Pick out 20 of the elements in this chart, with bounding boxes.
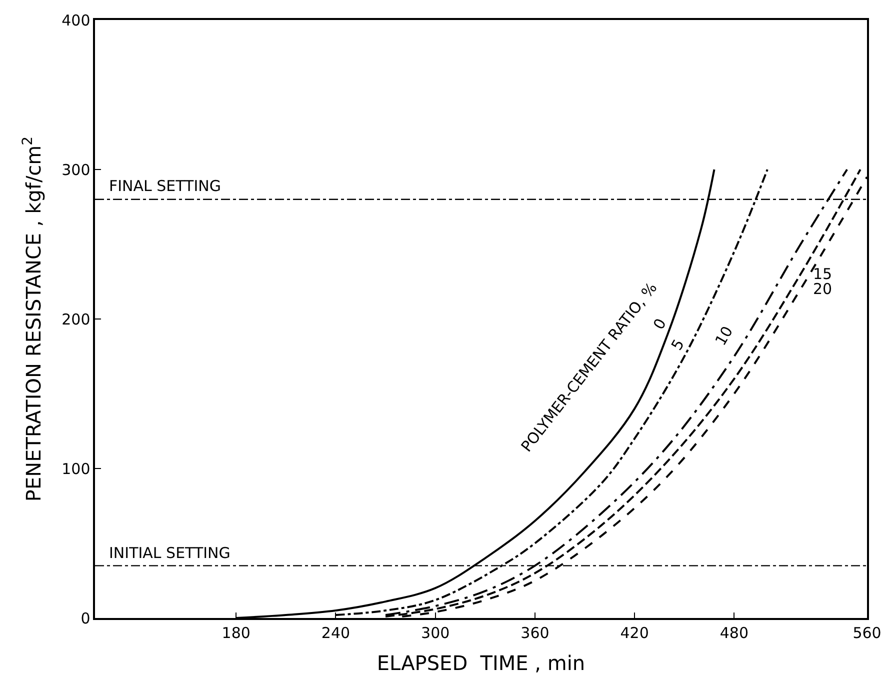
series-label: 20: [813, 280, 832, 298]
x-tick-label: 480: [720, 624, 748, 642]
x-tick-label: 180: [222, 624, 250, 642]
y-tick-label: 300: [62, 160, 90, 179]
x-tick-label: 360: [520, 624, 550, 642]
series-label: 15: [813, 265, 832, 283]
text: 5: [668, 336, 688, 354]
text: 0: [650, 315, 670, 333]
ref-line-label: FINAL SETTING: [109, 177, 221, 195]
x-axis-title: ELAPSED TIME , min: [376, 650, 586, 675]
x-tick-label: 420: [620, 624, 649, 642]
y-tick-label: 200: [62, 310, 90, 328]
ref-line-label: INITIAL SETTING: [109, 544, 230, 562]
y-tick-label: 100: [62, 460, 90, 478]
x-tick-label: 240: [321, 624, 350, 642]
x-tick-label: 300: [421, 624, 450, 642]
text: 10: [711, 323, 737, 349]
y-tick-label: 400: [62, 11, 90, 30]
x-tick-label: 560: [852, 624, 882, 642]
y-tick-label: 0: [80, 609, 90, 628]
